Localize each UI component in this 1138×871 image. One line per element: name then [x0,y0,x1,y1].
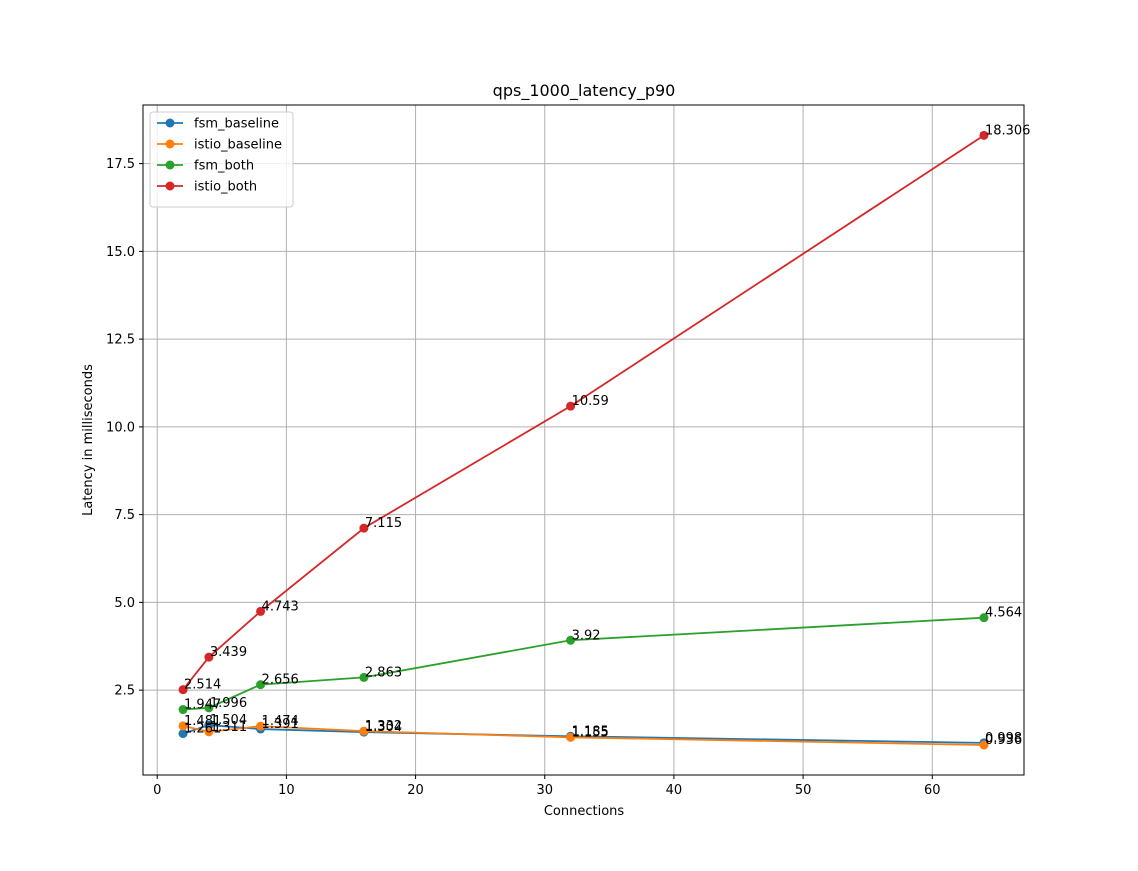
data-point-fsm_both [566,635,576,645]
data-label-istio_baseline: 1.155 [572,725,609,740]
legend-swatch-marker [165,118,175,128]
chart-title: qps_1000_latency_p90 [493,81,676,101]
data-label-istio_baseline: 1.311 [210,720,247,735]
x-axis-label: Connections [544,804,625,819]
y-tick-label: 5.0 [114,596,135,611]
x-tick-label: 50 [795,783,812,798]
series-line-fsm_baseline [182,724,984,744]
x-tick-label: 20 [407,783,424,798]
data-label-istio_both: 7.115 [365,516,402,531]
data-label-fsm_baseline: 1.304 [365,720,402,735]
data-label-istio_baseline: 1.332 [365,719,402,734]
data-point-fsm_both [204,703,214,713]
legend-entry-fsm_both: fsm_both [194,159,254,174]
y-tick-label: 10.0 [106,420,135,435]
data-point-istio_both [204,652,214,662]
legend: fsm_baseline istio_baseline fsm_both istio_… [149,111,294,208]
y-tick-label: 7.5 [114,508,135,523]
data-point-fsm_both [359,672,369,682]
legend-swatch-marker [165,160,175,170]
y-tick-label: 2.5 [114,684,135,699]
data-point-istio_baseline [178,721,188,731]
data-label-fsm_baseline: 1.504 [210,713,247,728]
data-label-fsm_both: 4.564 [985,606,1022,621]
data-point-istio_baseline [979,740,989,750]
legend-entry-istio_both: istio_both [194,180,257,195]
data-label-istio_baseline: 0.936 [985,733,1022,748]
series-line-istio_both [182,134,985,691]
data-point-istio_baseline [204,727,214,737]
data-label-fsm_both: 3.92 [572,628,601,643]
data-label-fsm_baseline: 1.391 [262,717,299,732]
x-tick-label: 40 [666,783,683,798]
y-tick-label: 17.5 [106,157,135,172]
data-point-istio_both [359,523,369,533]
y-tick-label: 15.0 [106,245,135,260]
legend-entry-istio_baseline: istio_baseline [194,138,282,153]
data-point-istio_both [979,130,989,140]
data-point-istio_both [566,401,576,411]
data-point-istio_both [178,685,188,695]
x-tick-label: 0 [153,783,161,798]
data-label-istio_baseline: 1.474 [262,714,299,729]
data-point-istio_both [256,606,266,616]
data-point-fsm_baseline [204,720,214,730]
legend-swatch-marker [165,181,175,191]
data-point-fsm_both [178,705,188,715]
data-label-istio_baseline: 1.481 [184,714,221,729]
grid-lines [143,105,1024,775]
data-label-fsm_both: 1.996 [210,696,247,711]
series-layer [178,130,989,750]
y-axis-label: Latency in milliseconds [81,364,96,516]
legend-swatch-marker [165,139,175,149]
data-label-istio_both: 4.743 [262,599,299,614]
data-label-fsm_both: 2.863 [365,665,402,680]
data-point-fsm_baseline [178,729,188,739]
legend-box [149,111,294,208]
data-label-fsm_both: 1.947 [184,698,221,713]
data-label-istio_both: 3.439 [210,645,247,660]
legend-entry-fsm_baseline: fsm_baseline [194,117,279,132]
data-label-istio_both: 18.306 [985,123,1031,138]
data-label-fsm_baseline: 1.261 [184,722,221,737]
data-label-fsm_baseline: 0.998 [985,731,1022,746]
plot-frame [142,104,1025,776]
data-point-istio_baseline [256,721,266,731]
data-point-istio_baseline [359,726,369,736]
y-tick-label: 12.5 [106,333,135,348]
data-label-fsm_baseline: 1.185 [572,724,609,739]
data-label-fsm_both: 2.656 [262,673,299,688]
x-tick-label: 10 [278,783,295,798]
axis-ticks: 0 10 20 30 40 50 60 2.5 5.0 7.5 10.0 12.5 15.0 17.5 [106,157,941,798]
data-label-istio_both: 2.514 [184,678,221,693]
data-point-fsm_both [256,680,266,690]
data-point-fsm_both [979,613,989,623]
x-tick-label: 60 [924,783,941,798]
data-label-istio_both: 10.59 [572,394,609,409]
x-tick-label: 30 [536,783,553,798]
data-point-istio_baseline [566,732,576,742]
